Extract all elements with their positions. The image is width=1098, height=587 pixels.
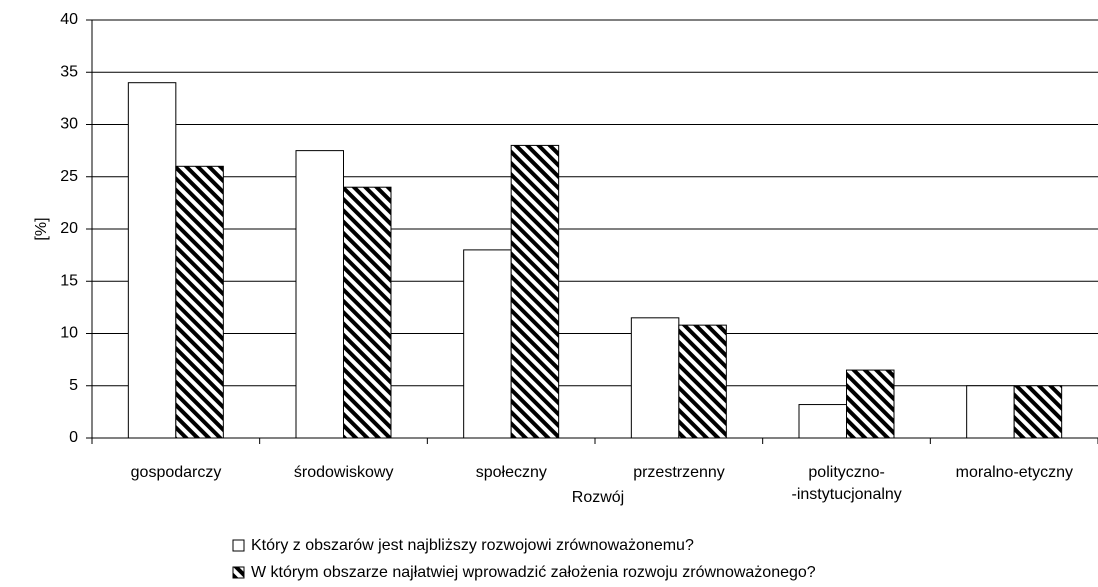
x-tick-label: środowiskowy [293,464,394,481]
bar [295,150,344,439]
y-tick-label: 30 [60,116,78,133]
bar [175,165,224,439]
x-tick-label: społeczny [475,464,547,481]
bar [798,404,847,439]
bar [343,186,392,439]
x-tick-label: polityczno- -instytucjonalny [791,464,902,503]
legend-swatch [232,566,245,579]
y-tick-label: 20 [60,220,78,237]
y-tick-label: 25 [60,168,78,185]
legend-label: W którym obszarze najłatwiej wprowadzić … [251,564,816,581]
x-tick-label: przestrzenny [633,464,725,481]
bar [1013,385,1063,439]
y-tick-label: 0 [69,429,78,446]
bar [510,144,560,439]
y-tick-label: 40 [60,11,78,28]
y-tick-label: 10 [60,325,78,342]
legend-swatch [232,539,245,552]
y-axis-title: [%] [33,217,50,240]
legend-label: Który z obszarów jest najbliższy rozwojo… [251,537,694,554]
bar [966,385,1015,439]
x-tick-label: moralno-etyczny [955,464,1074,481]
x-tick-label: gospodarczy [130,464,222,481]
y-tick-label: 35 [60,63,78,80]
x-axis-title: Rozwój [572,489,624,506]
bar [678,324,727,439]
y-tick-label: 15 [60,272,78,289]
bar [463,249,512,439]
bar [127,82,177,439]
bar [846,369,895,439]
y-tick-label: 5 [69,377,78,394]
bar [630,317,680,439]
